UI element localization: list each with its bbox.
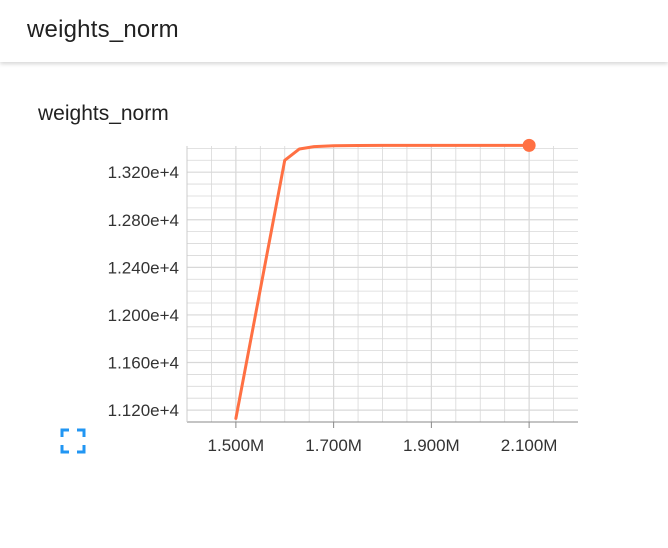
x-tick-label: 1.500M (208, 436, 265, 455)
chart-title: weights_norm (38, 102, 169, 125)
x-tick-label: 1.700M (305, 436, 362, 455)
y-tick-label: 1.240e+4 (108, 258, 179, 277)
y-tick-label: 1.160e+4 (108, 354, 179, 373)
fullscreen-button[interactable] (60, 428, 86, 454)
series-last-point[interactable] (522, 138, 536, 152)
page-header: weights_norm (0, 0, 668, 62)
y-tick-label: 1.120e+4 (108, 401, 179, 420)
x-tick-label: 2.100M (501, 436, 558, 455)
x-tick-label: 1.900M (403, 436, 460, 455)
series-line (234, 143, 531, 420)
page-title: weights_norm (27, 16, 179, 43)
y-tick-label: 1.280e+4 (108, 211, 179, 230)
y-tick-label: 1.320e+4 (108, 163, 179, 182)
y-tick-label: 1.200e+4 (108, 306, 179, 325)
chart-card: 1.500M 1.700M 1.900M 2.100M 1.120e+4 1.160e+4… (0, 62, 668, 548)
fullscreen-icon (60, 428, 86, 454)
chart-plot: 1.500M 1.700M 1.900M 2.100M 1.120e+4 1.160e+4… (108, 138, 578, 455)
